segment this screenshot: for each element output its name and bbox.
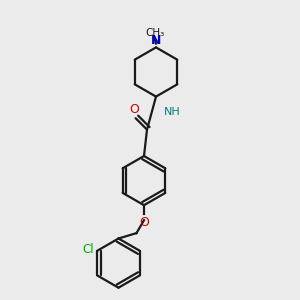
Text: Cl: Cl [82, 243, 94, 256]
Text: CH₃: CH₃ [145, 28, 164, 38]
Text: O: O [139, 216, 149, 229]
Text: O: O [129, 103, 139, 116]
Text: NH: NH [164, 106, 180, 117]
Text: N: N [151, 34, 161, 46]
